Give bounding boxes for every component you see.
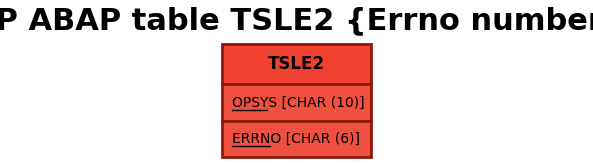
- Text: SAP ABAP table TSLE2 {Errno numbers}: SAP ABAP table TSLE2 {Errno numbers}: [0, 6, 593, 35]
- Bar: [222, 121, 371, 157]
- Bar: [222, 84, 371, 121]
- Text: TSLE2: TSLE2: [268, 55, 325, 73]
- Text: OPSYS [CHAR (10)]: OPSYS [CHAR (10)]: [232, 96, 365, 110]
- Text: ERRNO [CHAR (6)]: ERRNO [CHAR (6)]: [232, 132, 360, 146]
- Bar: [222, 44, 371, 84]
